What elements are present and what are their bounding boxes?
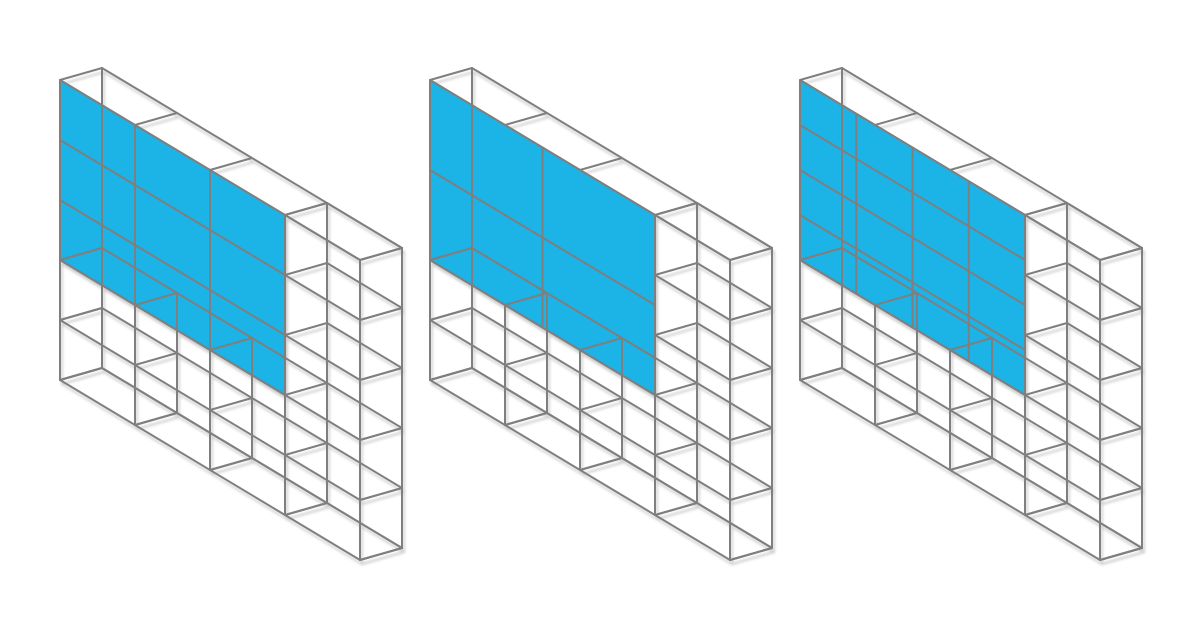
wall-2x2 <box>430 68 772 560</box>
wall-4x4 <box>800 68 1142 560</box>
wall-3x3 <box>60 68 402 560</box>
diagram-canvas <box>0 0 1200 624</box>
